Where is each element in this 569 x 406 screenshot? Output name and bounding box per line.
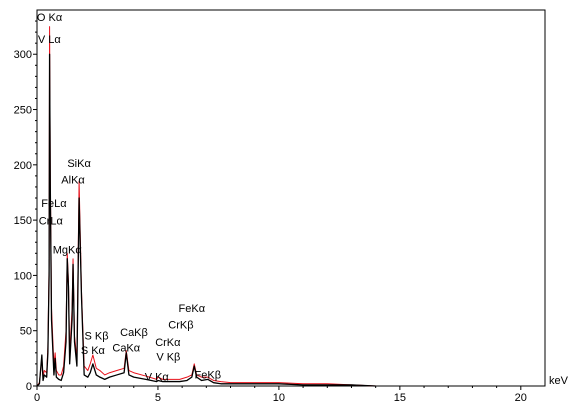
y-tick-label: 300	[14, 49, 32, 61]
x-tick-label: 0	[34, 392, 40, 404]
x-tick-label: 20	[515, 392, 527, 404]
peak-label: V Kβ	[156, 352, 180, 364]
peak-label: V Kα	[145, 371, 170, 383]
peak-label: CrKα	[155, 337, 181, 349]
peak-label: FeLα	[41, 198, 67, 210]
peak-label: FeKβ	[195, 369, 222, 381]
peak-annotations: O Kα V Lα SiKα AlKα FeLα CrLα MgKα FeKα CrKβ S Kβ…	[37, 12, 221, 383]
peak-label: SiKα	[67, 158, 91, 170]
series-layer	[36, 26, 376, 387]
y-tick-label: 50	[20, 326, 32, 338]
peak-label: V Lα	[38, 34, 62, 46]
peak-label: O Kα	[37, 12, 63, 24]
x-axis: 0 5 10 15 20	[34, 386, 527, 404]
peak-label: S Kβ	[84, 331, 108, 343]
spectrum-line-1	[36, 53, 376, 387]
peak-label: FeKα	[179, 303, 206, 315]
y-tick-label: 0	[26, 381, 32, 393]
x-tick-label: 15	[394, 392, 406, 404]
peak-label: AlKα	[61, 175, 85, 187]
x-tick-label: 10	[273, 392, 285, 404]
plot-frame	[36, 9, 546, 387]
y-tick-label: 100	[14, 270, 32, 282]
peak-label: CrKβ	[168, 319, 193, 331]
peak-label: S Kα	[81, 345, 106, 357]
peak-label: CaKα	[112, 343, 140, 355]
x-axis-label: keV	[549, 375, 569, 387]
peak-label: MgKα	[53, 244, 83, 256]
peak-label: CrLα	[39, 216, 64, 228]
y-tick-label: 250	[14, 105, 32, 117]
x-tick-label: 5	[155, 392, 161, 404]
y-tick-label: 200	[14, 160, 32, 172]
peak-label: CaKβ	[120, 327, 148, 339]
y-tick-label: 150	[14, 215, 32, 227]
y-axis: 0 50 100 150 200 250 300	[14, 20, 37, 393]
